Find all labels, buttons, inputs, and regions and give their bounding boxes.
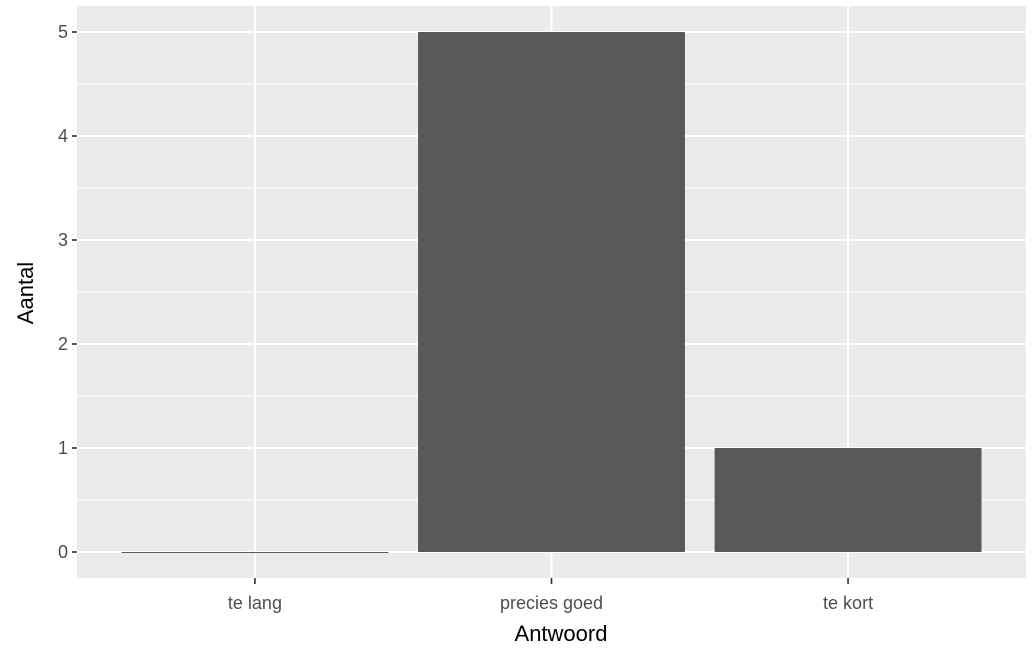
bars [121, 32, 982, 553]
y-tick-label: 3 [58, 230, 68, 250]
x-tick-label: te kort [823, 593, 873, 613]
y-tick-label: 1 [58, 438, 68, 458]
x-tick-label: precies goed [500, 593, 603, 613]
y-tick-label: 5 [58, 22, 68, 42]
y-axis: 0 1 2 3 4 5 [58, 22, 77, 562]
bar [418, 32, 685, 552]
x-axis-title: Antwoord [515, 621, 608, 646]
y-tick-label: 2 [58, 334, 68, 354]
bar [714, 448, 982, 552]
y-tick-label: 0 [58, 542, 68, 562]
bar [121, 552, 389, 553]
x-tick-label: te lang [228, 593, 282, 613]
x-axis: te lang precies goed te kort [228, 578, 873, 613]
y-axis-title: Aantal [13, 262, 38, 324]
y-tick-label: 4 [58, 126, 68, 146]
